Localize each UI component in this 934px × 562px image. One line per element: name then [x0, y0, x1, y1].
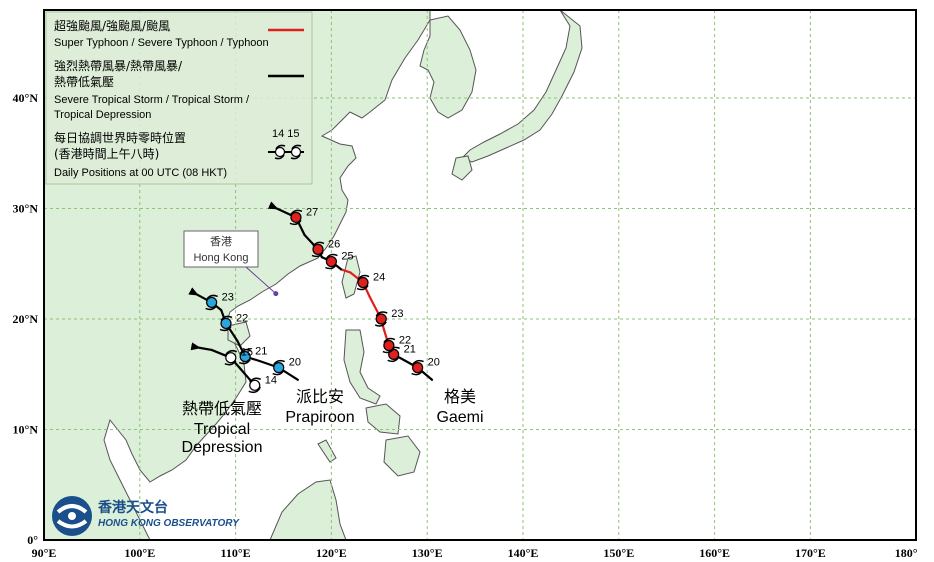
map-legend: 超強颱風/強颱風/颱風 Super Typhoon / Severe Typho…: [45, 11, 313, 185]
cyclone-symbol-icon: [205, 294, 218, 311]
cyclone-symbol-icon: [272, 359, 286, 376]
cyclone-symbol-icon: [289, 209, 303, 226]
legend-cyclone-symbols: [268, 144, 304, 160]
cyclone-symbol-icon: [274, 144, 286, 160]
longitude-tick-label: 100°E: [124, 546, 155, 560]
cyclone-symbol-icon: [382, 337, 396, 354]
cyclone-symbol-icon: [290, 144, 302, 160]
longitude-tick-label: 150°E: [603, 546, 634, 560]
daily-position-label: 25: [341, 251, 353, 263]
daily-position-label: 23: [391, 308, 403, 320]
korea-peninsula: [419, 15, 477, 119]
storm-name-gaemi-en: Gaemi: [436, 409, 483, 426]
hong-kong-label-en: Hong Kong: [193, 252, 248, 264]
hko-name-en: HONG KONG OBSERVATORY: [98, 518, 240, 529]
storm-name-td-cn: 熱帶低氣壓: [182, 400, 262, 418]
axis-labels: 90°E 100°E 110°E 120°E 130°E 140°E 150°E 160°E 1…: [13, 91, 918, 560]
hong-kong-box: [183, 230, 259, 268]
cyclone-symbol-icon: [219, 315, 233, 332]
latitude-tick-label: 20°N: [13, 312, 39, 326]
legend-storm-en-1: Severe Tropical Storm / Tropical Storm /: [54, 94, 250, 106]
legend-sample-days: 14 15: [272, 128, 300, 140]
storm-name-td-en-1: Tropical: [194, 421, 250, 438]
hong-kong-marker: [273, 291, 279, 297]
daily-position-label: 21: [404, 343, 416, 355]
legend-storm-cn-1: 強烈熱帶風暴/熱帶風暴/: [54, 59, 183, 73]
cyclone-symbol-icon: [311, 241, 325, 258]
storm-track: 14 15: [190, 342, 277, 394]
longitude-tick-label: 180°: [895, 546, 918, 560]
mindanao-island: [383, 435, 421, 477]
latitude-tick-label: 30°N: [13, 202, 39, 216]
daily-position-label: 20: [289, 357, 301, 369]
longitude-tick-label: 130°E: [412, 546, 443, 560]
legend-daily-cn-2: (香港時間上午八時): [54, 147, 159, 161]
daily-position-label: 21: [255, 346, 267, 358]
latitude-tick-label: 0°: [27, 533, 38, 547]
daily-position-label: 23: [222, 291, 234, 303]
hong-kong-label-cn: 香港: [210, 235, 232, 248]
longitude-tick-label: 140°E: [508, 546, 539, 560]
cyclone-symbol-icon: [325, 253, 338, 270]
cyclone-symbol-icon: [356, 274, 370, 291]
storm-name-td-en-2: Depression: [182, 439, 263, 456]
legend-typhoon-en: Super Typhoon / Severe Typhoon / Typhoon: [54, 37, 269, 49]
borneo-island: [269, 479, 347, 540]
hko-name-cn: 香港天文台: [97, 499, 168, 516]
legend-typhoon-cn: 超強颱風/強颱風/颱風: [54, 18, 170, 33]
luzon-island: [343, 329, 381, 405]
daily-position-label: 14: [265, 374, 277, 386]
visayas-islands: [365, 403, 401, 435]
daily-position-label: 22: [236, 312, 248, 324]
hko-logo: 香港天文台 HONG KONG OBSERVATORY: [52, 496, 240, 536]
daily-position-label: 22: [399, 335, 411, 347]
daily-position-label: 24: [373, 272, 385, 284]
legend-box: [45, 11, 313, 185]
latitude-tick-label: 40°N: [13, 91, 39, 105]
hko-emblem-icon: [52, 496, 92, 536]
legend-daily-en: Daily Positions at 00 UTC (08 HKT): [54, 167, 227, 179]
cyclone-symbol-icon: [411, 359, 424, 376]
storm-name-labels: 格美 Gaemi 派比安 Prapiroon 熱帶低氣壓 Tropical De…: [182, 388, 484, 456]
legend-storm-cn-2: 熱帶低氣壓: [54, 75, 114, 89]
hainan-island: [227, 321, 251, 347]
storm-name-prapiroon-cn: 派比安: [296, 388, 344, 406]
storm-name-prapiroon-en: Prapiroon: [285, 409, 354, 426]
cyclone-symbol-icon: [248, 377, 262, 394]
longitude-tick-label: 110°E: [221, 546, 251, 560]
longitude-tick-label: 170°E: [795, 546, 826, 560]
daily-position-label: 15: [241, 347, 253, 359]
daily-position-label: 26: [328, 238, 340, 250]
legend-daily-cn-1: 每日協調世界時零時位置: [54, 130, 186, 145]
cyclone-symbol-icon: [238, 348, 252, 365]
hong-kong-callout: 香港 Hong Kong: [183, 230, 279, 297]
track-segment: [190, 342, 213, 352]
cyclone-symbol-icon: [374, 311, 388, 327]
legend-storm-en-2: Tropical Depression: [54, 109, 151, 121]
track-segment: [339, 268, 352, 274]
lat-lon-grid: [44, 10, 916, 540]
daily-position-label: 27: [306, 206, 318, 218]
daily-position-label: 20: [428, 357, 440, 369]
japan-kyushu: [451, 155, 473, 181]
longitude-tick-label: 90°E: [32, 546, 57, 560]
longitude-tick-label: 120°E: [316, 546, 347, 560]
hong-kong-leader-line: [245, 266, 277, 294]
cyclone-symbol-icon: [224, 349, 238, 366]
latitude-tick-label: 10°N: [13, 423, 39, 437]
longitude-tick-label: 160°E: [699, 546, 730, 560]
map-frame: [43, 9, 917, 541]
taiwan-island: [341, 255, 361, 299]
storm-name-gaemi-cn: 格美: [444, 388, 476, 406]
